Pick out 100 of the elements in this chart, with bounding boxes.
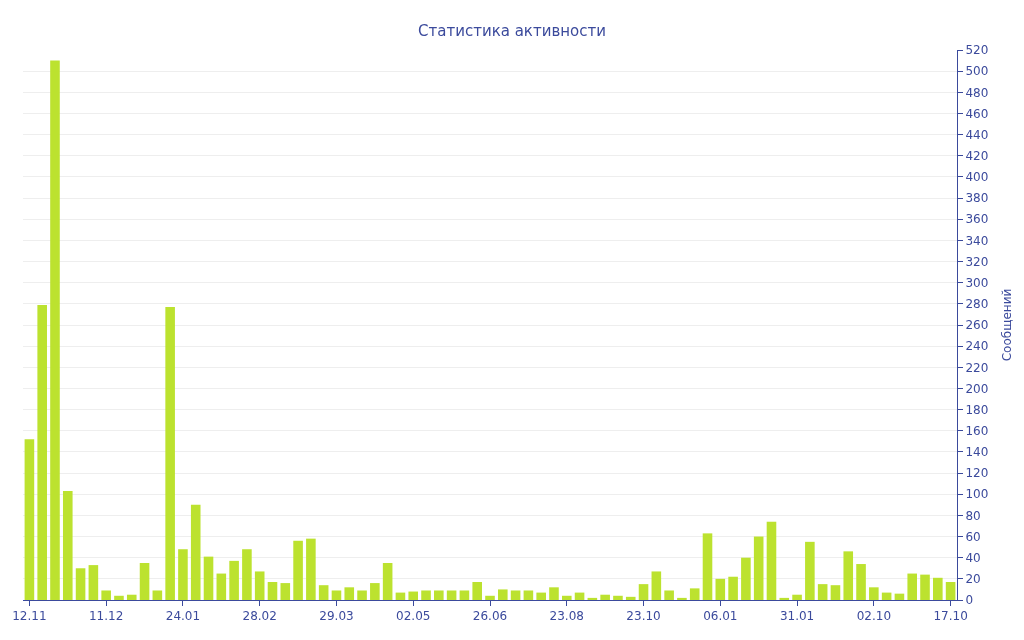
y-tick-label: 40 bbox=[965, 550, 981, 565]
bar bbox=[421, 590, 431, 600]
bar bbox=[856, 564, 866, 600]
bar bbox=[817, 584, 828, 600]
bar bbox=[24, 439, 35, 600]
bar bbox=[536, 592, 546, 600]
bar bbox=[677, 597, 687, 600]
bar bbox=[485, 595, 495, 600]
bar bbox=[331, 590, 342, 600]
x-tick-label: 29.03 bbox=[319, 609, 354, 624]
y-tick-label: 420 bbox=[965, 148, 989, 163]
x-tick-label: 02.10 bbox=[856, 609, 892, 624]
y-tick-label: 380 bbox=[965, 191, 989, 206]
bar bbox=[792, 594, 802, 600]
y-tick-label: 280 bbox=[965, 297, 989, 312]
y-tick-label: 160 bbox=[965, 423, 989, 438]
bar bbox=[446, 590, 457, 600]
x-tick-label: 31.01 bbox=[779, 609, 815, 624]
bar bbox=[88, 565, 99, 600]
x-tick-label: 06.01 bbox=[703, 609, 738, 624]
y-tick-label: 220 bbox=[965, 360, 989, 375]
x-tick-label: 11.12 bbox=[88, 609, 124, 624]
bar bbox=[945, 582, 956, 600]
bar bbox=[651, 571, 662, 600]
x-tick-label: 17.10 bbox=[933, 609, 968, 624]
bar bbox=[498, 589, 508, 600]
bar bbox=[689, 588, 700, 600]
bar bbox=[203, 556, 214, 600]
y-tick-label: 0 bbox=[965, 593, 974, 608]
bar bbox=[242, 549, 252, 600]
bar bbox=[561, 595, 572, 600]
bar bbox=[190, 504, 201, 600]
bar bbox=[638, 584, 649, 600]
bar bbox=[408, 591, 419, 600]
bar bbox=[459, 590, 470, 600]
bar bbox=[843, 551, 854, 600]
bar bbox=[549, 587, 559, 600]
bar bbox=[75, 568, 86, 600]
bar bbox=[293, 540, 303, 600]
bar bbox=[510, 590, 521, 600]
y-axis-title: Сообщений bbox=[1000, 288, 1015, 362]
y-tick-label: 480 bbox=[965, 85, 989, 100]
bar bbox=[600, 594, 610, 600]
bar bbox=[280, 583, 291, 600]
bar bbox=[178, 549, 188, 600]
bar bbox=[933, 577, 943, 600]
bar bbox=[434, 590, 444, 600]
bar bbox=[702, 533, 713, 600]
bar bbox=[753, 536, 764, 600]
chart-title: Статистика активности bbox=[418, 22, 606, 41]
bar bbox=[766, 521, 777, 600]
bar bbox=[318, 585, 329, 600]
y-tick-label: 360 bbox=[965, 212, 989, 227]
bar bbox=[216, 573, 227, 600]
bar bbox=[101, 590, 111, 600]
bar bbox=[152, 590, 163, 600]
y-tick-label: 440 bbox=[965, 127, 989, 142]
y-tick-label: 300 bbox=[965, 275, 989, 290]
y-tick-label: 400 bbox=[965, 170, 989, 185]
y-tick-label: 180 bbox=[965, 402, 989, 417]
bar bbox=[139, 562, 150, 600]
bar bbox=[523, 590, 534, 600]
x-tick-label: 12.11 bbox=[12, 609, 47, 624]
bar bbox=[664, 590, 674, 600]
bar bbox=[370, 583, 380, 600]
y-tick-label: 320 bbox=[965, 254, 989, 269]
bar bbox=[869, 587, 879, 600]
x-tick-label: 28.02 bbox=[242, 609, 277, 624]
y-tick-label: 340 bbox=[965, 233, 989, 248]
bar bbox=[587, 597, 598, 600]
bar bbox=[830, 585, 841, 600]
y-tick-label: 240 bbox=[965, 339, 989, 354]
bar bbox=[715, 578, 726, 600]
y-tick-label: 100 bbox=[965, 487, 989, 502]
bar bbox=[625, 596, 636, 600]
bar bbox=[728, 576, 738, 600]
bar bbox=[50, 60, 60, 600]
bar bbox=[62, 491, 73, 600]
y-tick-label: 80 bbox=[965, 508, 981, 523]
bar bbox=[741, 557, 751, 600]
bar bbox=[805, 541, 815, 600]
y-tick-label: 140 bbox=[965, 445, 989, 460]
x-tick-label: 26.06 bbox=[472, 609, 508, 624]
bar bbox=[126, 594, 137, 600]
y-tick-label: 520 bbox=[965, 43, 989, 58]
x-tick-label: 02.05 bbox=[396, 609, 431, 624]
bar bbox=[779, 597, 790, 600]
bar bbox=[357, 590, 367, 600]
y-tick-label: 460 bbox=[965, 106, 989, 121]
bar bbox=[382, 562, 393, 600]
bar bbox=[254, 571, 265, 600]
bar bbox=[306, 538, 316, 600]
bar bbox=[114, 595, 124, 600]
bar bbox=[37, 304, 47, 600]
y-tick-label: 200 bbox=[965, 381, 989, 396]
x-tick-label: 23.08 bbox=[549, 609, 584, 624]
y-tick-label: 60 bbox=[965, 529, 981, 544]
x-tick-label: 24.01 bbox=[165, 609, 201, 624]
bar bbox=[613, 595, 623, 600]
y-tick-label: 260 bbox=[965, 318, 989, 333]
